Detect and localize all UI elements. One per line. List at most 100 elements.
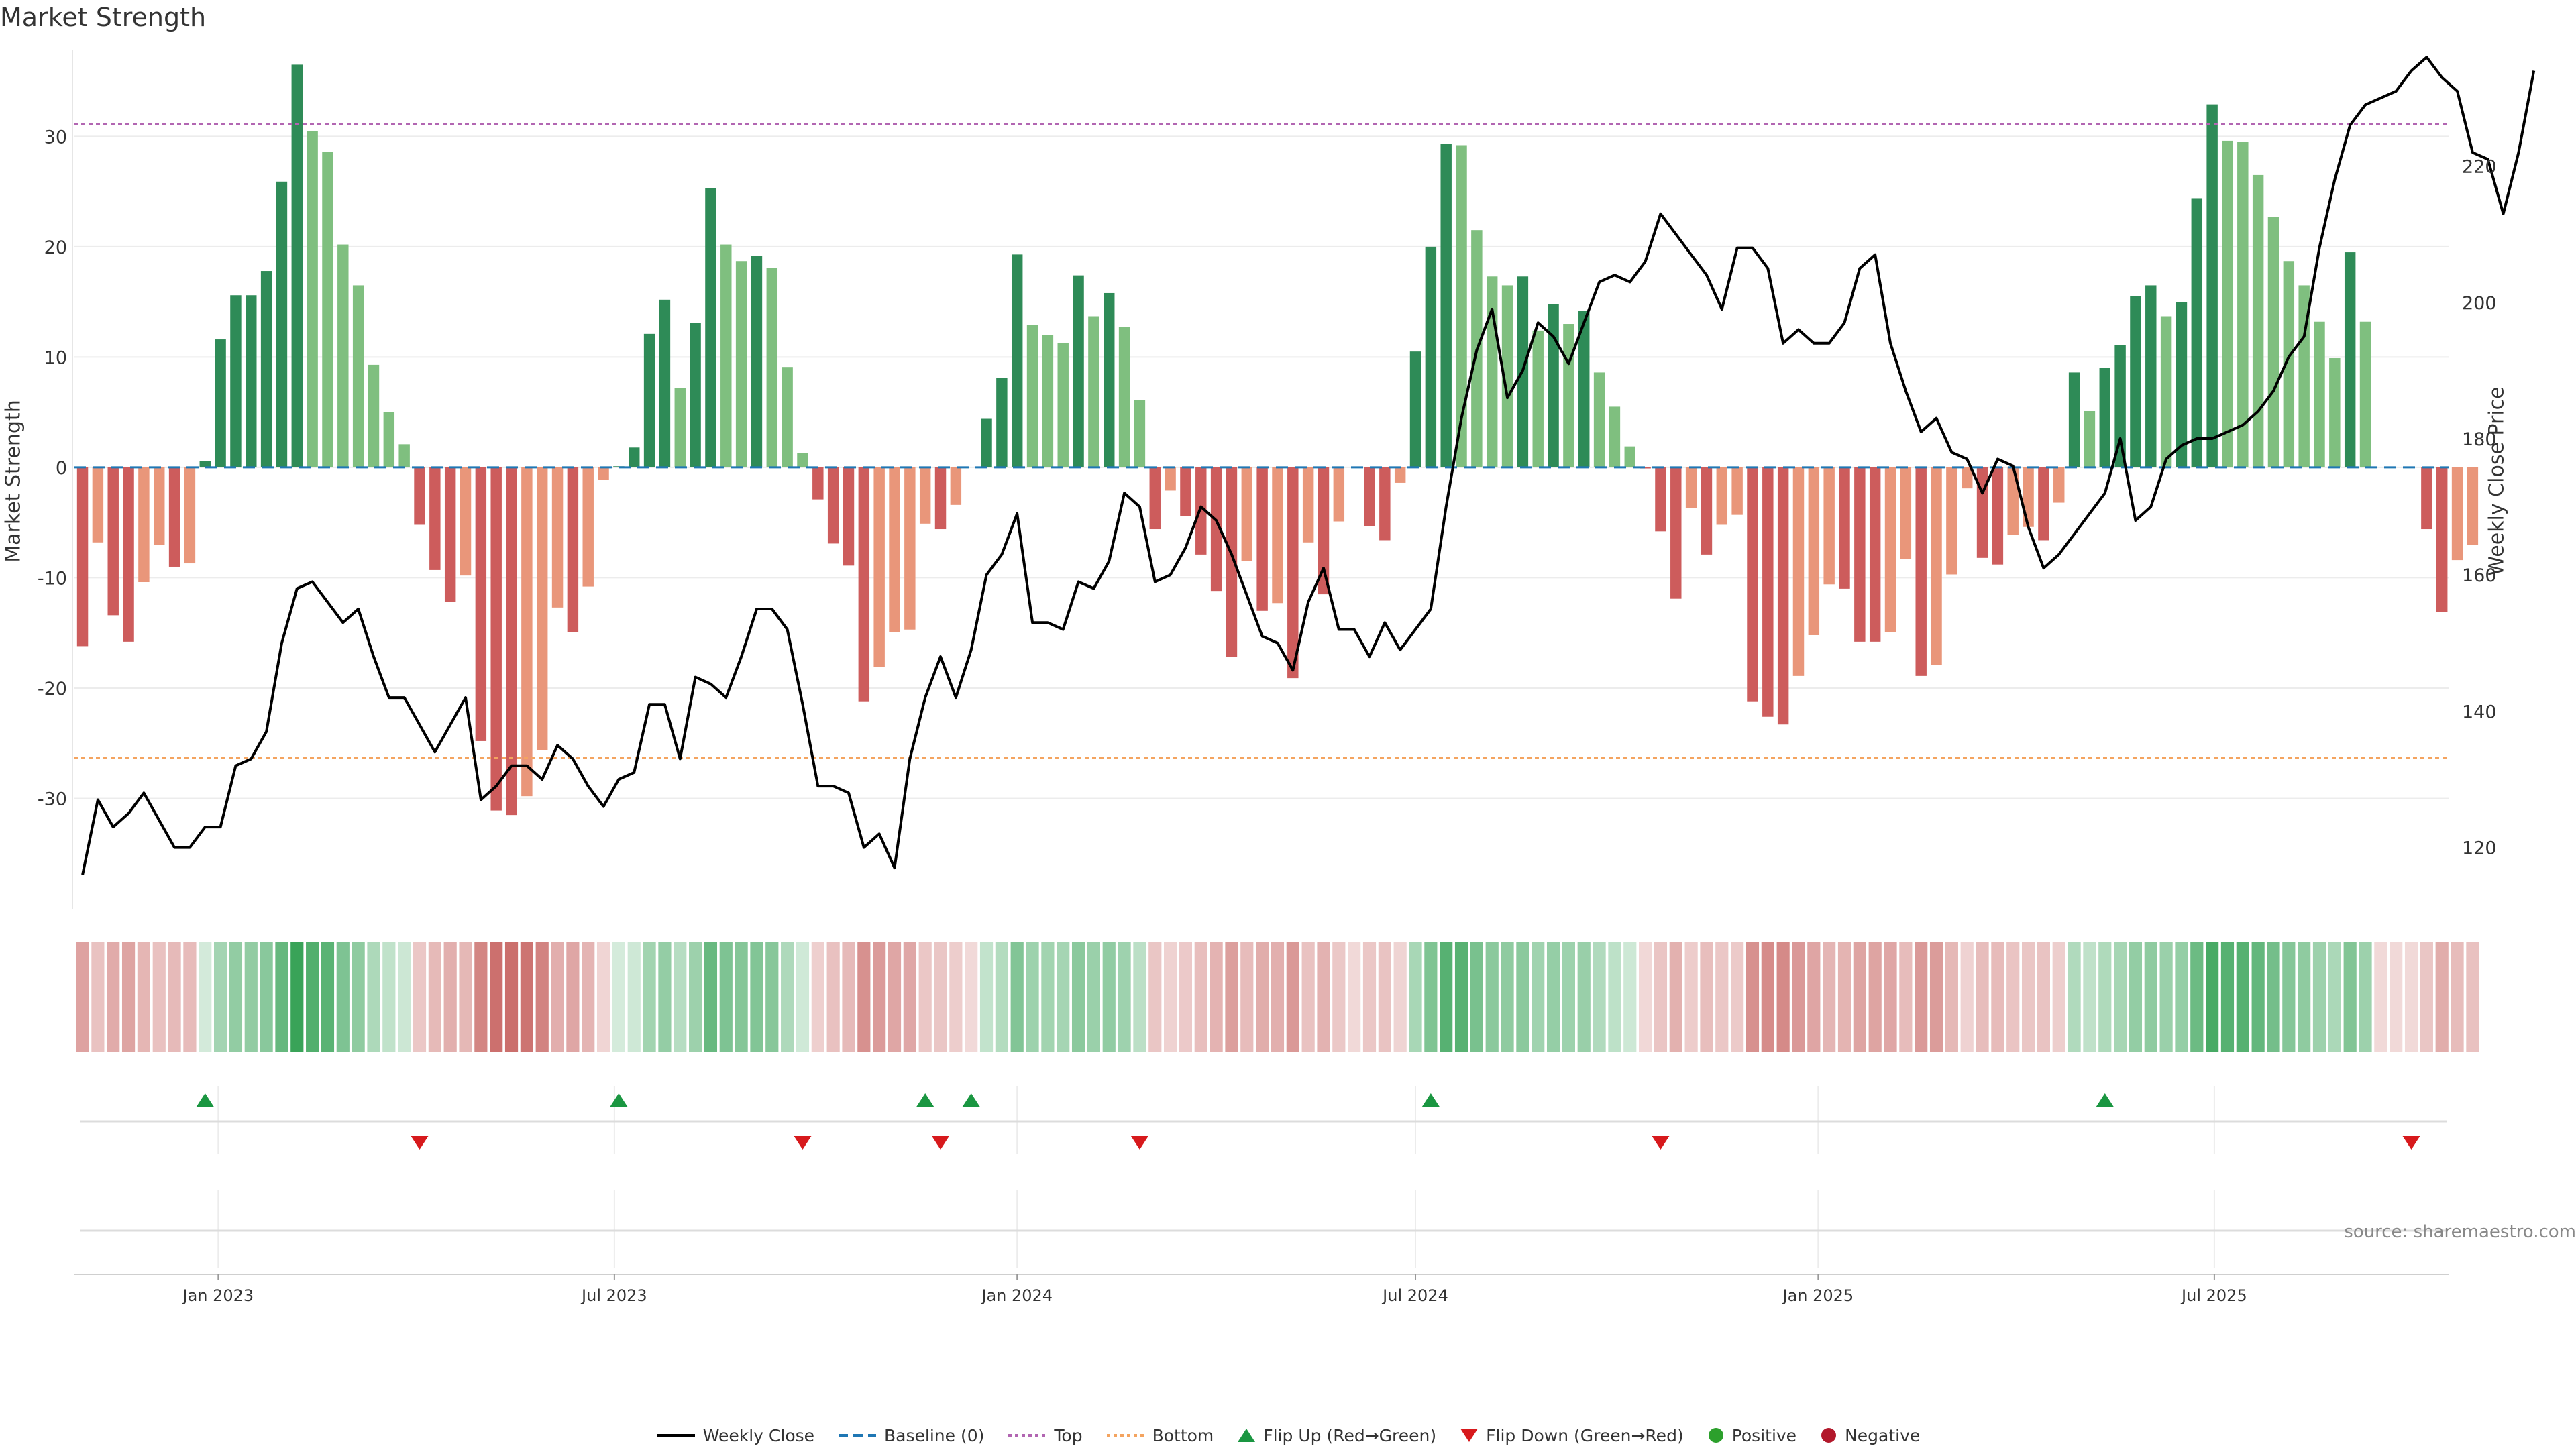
heat-cell bbox=[1899, 942, 1913, 1052]
heat-cell bbox=[1225, 942, 1238, 1052]
strength-bar bbox=[230, 295, 241, 467]
heat-cell bbox=[2037, 942, 2050, 1052]
right-tick-label: 140 bbox=[2462, 702, 2497, 722]
strength-bar bbox=[291, 64, 303, 467]
heat-cell bbox=[2052, 942, 2065, 1052]
heat-cell bbox=[627, 942, 641, 1052]
heat-cell bbox=[1546, 942, 1560, 1052]
right-tick-label: 220 bbox=[2462, 157, 2497, 178]
heat-cell bbox=[474, 942, 488, 1052]
heat-cell bbox=[199, 942, 212, 1052]
strength-bar bbox=[674, 388, 686, 467]
strength-bar bbox=[1073, 275, 1084, 467]
strength-bar bbox=[2267, 217, 2279, 467]
strength-bar bbox=[950, 467, 962, 505]
heat-cell bbox=[2236, 942, 2249, 1052]
x-tick-label: Jul 2023 bbox=[580, 1286, 647, 1305]
strength-bar bbox=[1210, 467, 1222, 592]
left-tick-label: 30 bbox=[44, 127, 67, 148]
axes: -30 -20 -10 0 10 20 30 120 140 160 180 200 220 Jan 20… bbox=[38, 50, 2497, 1305]
heat-cell bbox=[1884, 942, 1897, 1052]
strength-bar bbox=[1118, 327, 1130, 467]
heat-cell bbox=[275, 942, 288, 1052]
heat-cell bbox=[566, 942, 580, 1052]
heat-cell bbox=[719, 942, 733, 1052]
right-tick-label: 160 bbox=[2462, 565, 2497, 586]
strength-bar bbox=[199, 461, 211, 467]
strength-bar bbox=[2252, 174, 2264, 467]
heat-cell bbox=[1332, 942, 1346, 1052]
strength-bar bbox=[1149, 467, 1161, 530]
strength-bar bbox=[475, 467, 487, 741]
strength-bar bbox=[1946, 467, 1957, 575]
left-tick-label: -10 bbox=[38, 568, 67, 589]
heat-cell bbox=[336, 942, 350, 1052]
flip-up-marker bbox=[610, 1093, 628, 1107]
flip-up-marker bbox=[962, 1093, 980, 1107]
heat-cell bbox=[1853, 942, 1866, 1052]
strength-bar bbox=[368, 364, 380, 467]
right-tick-label: 200 bbox=[2462, 293, 2497, 314]
strength-bar bbox=[1808, 467, 1820, 635]
heat-cell bbox=[1362, 942, 1377, 1052]
heat-cell bbox=[2374, 942, 2387, 1052]
strength-bar bbox=[551, 467, 564, 608]
heat-cell bbox=[1532, 942, 1545, 1052]
strength-bar bbox=[307, 131, 318, 467]
flip-down-marker bbox=[794, 1136, 812, 1150]
heat-cell bbox=[2435, 942, 2449, 1052]
heat-cell bbox=[857, 942, 871, 1052]
heat-cell bbox=[2083, 942, 2096, 1052]
strength-bar bbox=[1900, 467, 1912, 559]
heat-cell bbox=[2359, 942, 2372, 1052]
heat-cell bbox=[2129, 942, 2143, 1052]
heat-cell bbox=[1945, 942, 1958, 1052]
heat-cell bbox=[1240, 942, 1254, 1052]
heat-cell bbox=[1409, 942, 1422, 1052]
chart-title: Market Strength bbox=[0, 3, 207, 32]
strength-bar bbox=[582, 467, 594, 587]
strength-bar bbox=[1931, 467, 1942, 665]
heat-cell bbox=[1470, 942, 1483, 1052]
strength-bar bbox=[2314, 321, 2325, 467]
heat-cell bbox=[1010, 942, 1024, 1052]
heat-cell bbox=[1868, 942, 1882, 1052]
heat-cell bbox=[1133, 942, 1146, 1052]
left-tick-label: 0 bbox=[56, 458, 67, 479]
flip-up-marker bbox=[196, 1093, 214, 1107]
strength-bar bbox=[322, 152, 333, 467]
heat-cell bbox=[137, 942, 150, 1052]
strength-bar bbox=[154, 467, 165, 545]
strength-bar bbox=[720, 244, 732, 467]
strength-bar bbox=[919, 467, 931, 524]
heat-cell bbox=[2098, 942, 2112, 1052]
heat-cell bbox=[1194, 942, 1208, 1052]
heat-cell bbox=[2343, 942, 2357, 1052]
legend-negative: Negative bbox=[1819, 1426, 1920, 1445]
strength-bar bbox=[1057, 342, 1069, 467]
heat-cell bbox=[168, 942, 181, 1052]
heat-cell bbox=[1485, 942, 1499, 1052]
strength-bar bbox=[444, 467, 456, 602]
heat-cell bbox=[1577, 942, 1591, 1052]
heat-cell bbox=[490, 942, 503, 1052]
heat-cell bbox=[1608, 942, 1621, 1052]
strength-bar bbox=[1747, 467, 1758, 702]
heat-cell bbox=[76, 942, 89, 1052]
heat-cell bbox=[1424, 942, 1438, 1052]
heat-cell bbox=[1057, 942, 1070, 1052]
heat-cell bbox=[1654, 942, 1668, 1052]
legend: Weekly Close Baseline (0) Top Bottom Fli… bbox=[0, 1418, 2576, 1452]
legend-flip-down: Flip Down (Green→Red) bbox=[1459, 1426, 1684, 1445]
reference-lines bbox=[74, 123, 2449, 759]
flip-down-marker bbox=[2402, 1136, 2420, 1150]
heat-cell bbox=[1210, 942, 1223, 1052]
strength-bar bbox=[1701, 467, 1713, 555]
heat-cell bbox=[811, 942, 824, 1052]
heat-cell bbox=[643, 942, 656, 1052]
heat-cell bbox=[1271, 942, 1285, 1052]
strength-bars bbox=[76, 64, 2479, 816]
heat-cell bbox=[183, 942, 197, 1052]
strength-bar bbox=[567, 467, 579, 632]
heat-cell bbox=[1593, 942, 1606, 1052]
